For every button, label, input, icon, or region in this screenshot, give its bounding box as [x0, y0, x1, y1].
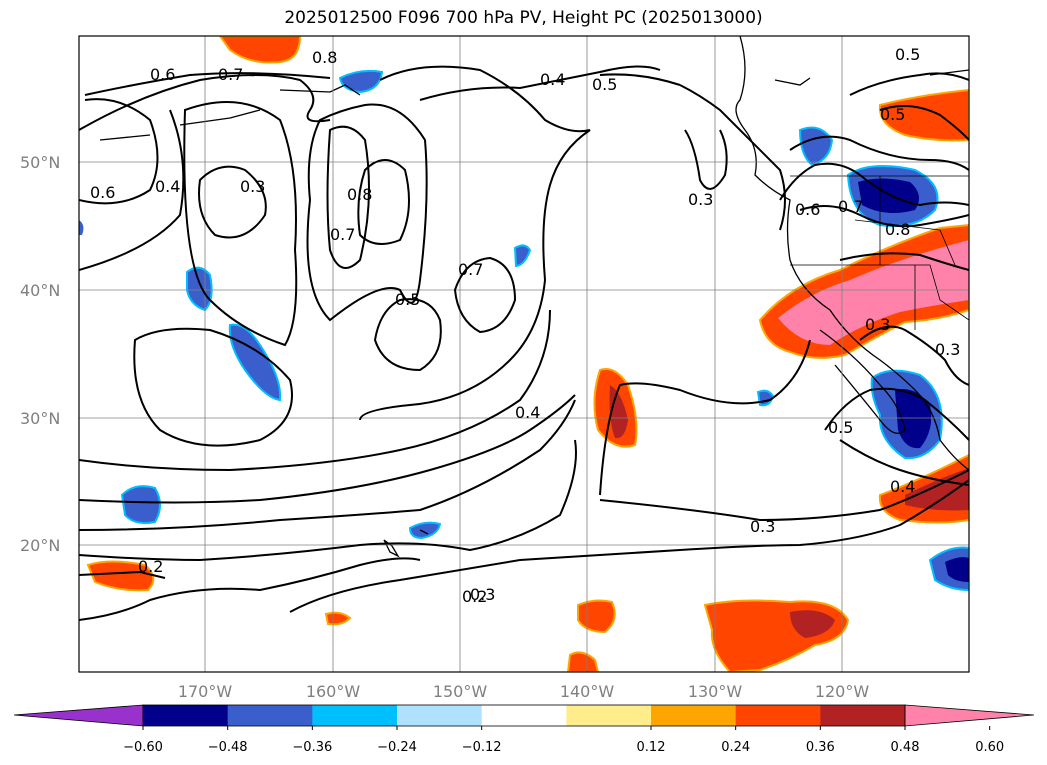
lat-label-50n: 50°N: [20, 153, 60, 172]
lon-label-130w: 130°W: [688, 682, 743, 701]
contour-label: 0.7: [458, 260, 483, 279]
contour-label: 0.3: [240, 177, 265, 196]
colorbar-tick-label: 0.36: [806, 740, 835, 755]
contour-label: 0.6: [150, 65, 175, 84]
colorbar-segments: [14, 705, 1034, 726]
contour-label: 0.8: [885, 220, 910, 239]
colorbar-frame-right: [904, 704, 1035, 727]
colorbar-tick-label: 0.24: [721, 740, 750, 755]
colorbar-segment: [312, 705, 398, 726]
contour-label: 0.4: [155, 177, 180, 196]
contour-label: 0.6: [90, 183, 115, 202]
colorbar: −0.60 −0.48 −0.36 −0.24 −0.12 0.12 0.24 0.36 0.4…: [13, 704, 1035, 755]
gridlines: [79, 36, 969, 672]
lon-label-170w: 170°W: [178, 682, 233, 701]
colorbar-tick-label: 0.12: [637, 740, 666, 755]
map-title: 2025012500 F096 700 hPa PV, Height PC (2…: [284, 8, 763, 28]
colorbar-segment: [820, 705, 906, 726]
colorbar-segment: [227, 705, 313, 726]
map-panel: 0.6 0.7 0.8 0.4 0.5 0.3 0.6 0.4 0.3 0.8 …: [79, 36, 969, 672]
map-frame: [78, 35, 970, 673]
colorbar-tick-label: −0.60: [123, 740, 163, 755]
colorbar-tick-label: −0.24: [377, 740, 417, 755]
colorbar-extend-high: [905, 705, 1034, 726]
contour-label: 0.2: [462, 587, 487, 606]
contour-label-group: 0.6 0.7 0.8 0.4 0.5 0.3 0.6 0.4 0.3 0.8 …: [90, 45, 960, 606]
colorbar-extend-low: [14, 705, 143, 726]
colorbar-segment: [735, 705, 821, 726]
contour-label: 0.7: [218, 65, 243, 84]
contour-label: 0.4: [515, 403, 540, 422]
contour-label: 0.5: [592, 75, 617, 94]
lon-label-120w: 120°W: [815, 682, 870, 701]
contour-label: 0.2: [138, 557, 163, 576]
contour-label: 0.7: [838, 197, 863, 216]
latitude-labels: 50°N 40°N 30°N 20°N: [20, 153, 60, 555]
colorbar-tick-label: −0.12: [462, 740, 502, 755]
contour-label: 0.3: [470, 585, 495, 604]
lon-label-140w: 140°W: [560, 682, 615, 701]
colorbar-segment: [397, 705, 483, 726]
contour-label: 0.3: [750, 517, 775, 536]
contour-label: 0.7: [330, 225, 355, 244]
colorbar-segment: [143, 705, 229, 726]
colorbar-tick-label: −0.36: [292, 740, 332, 755]
contour-label: 0.3: [688, 190, 713, 209]
colorbar-tick-label: 0.48: [891, 740, 920, 755]
lat-label-30n: 30°N: [20, 409, 60, 428]
contour-label: 0.3: [935, 340, 960, 359]
lat-label-20n: 20°N: [20, 536, 60, 555]
contour-label: 0.5: [880, 105, 905, 124]
height-contours: [79, 65, 969, 621]
contour-label: 0.5: [828, 418, 853, 437]
longitude-labels: 170°W 160°W 150°W 140°W 130°W 120°W: [178, 682, 870, 701]
lat-label-40n: 40°N: [20, 281, 60, 300]
lon-label-160w: 160°W: [306, 682, 361, 701]
colorbar-ticks: −0.60 −0.48 −0.36 −0.24 −0.12 0.12 0.24 0.36 0.4…: [123, 726, 1004, 755]
colorbar-segment: [481, 705, 567, 726]
colorbar-tick-label: −0.48: [208, 740, 248, 755]
contour-label: 0.6: [795, 200, 820, 219]
colorbar-tick-label: 0.60: [975, 740, 1004, 755]
contour-label: 0.4: [540, 70, 565, 89]
contour-label: 0.3: [865, 315, 890, 334]
contour-label: 0.5: [895, 45, 920, 64]
contour-label: 0.4: [890, 477, 915, 496]
contour-label: 0.5: [395, 290, 420, 309]
colorbar-segment: [566, 705, 652, 726]
contour-label: 0.8: [312, 48, 337, 67]
contour-label: 0.8: [347, 185, 372, 204]
lon-label-150w: 150°W: [433, 682, 488, 701]
pv-shading: [79, 36, 969, 672]
colorbar-segment: [651, 705, 737, 726]
